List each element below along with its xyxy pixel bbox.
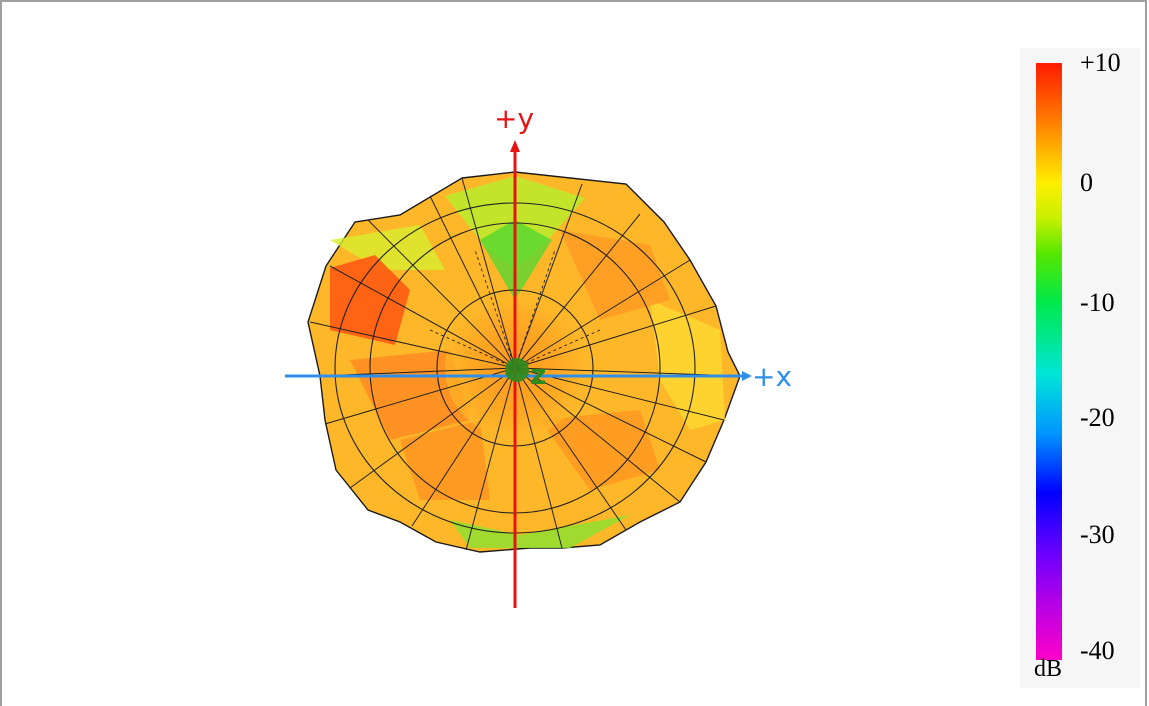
pattern-surface xyxy=(307,171,741,553)
colorbar-tick: -10 xyxy=(1080,288,1115,317)
colorbar-tick: 0 xyxy=(1080,168,1093,197)
colorbar-tick: -20 xyxy=(1080,403,1115,432)
orange-patch-left xyxy=(350,350,470,440)
yellow-patch-right xyxy=(650,300,725,430)
colorbar-unit-label: dB xyxy=(1034,656,1063,682)
colorbar-tick: -40 xyxy=(1080,636,1115,665)
z-axis-marker xyxy=(505,358,529,382)
orange-patch-lower-right xyxy=(540,410,660,490)
colorbar-tick: -30 xyxy=(1080,520,1115,549)
colorbar-tick: +10 xyxy=(1080,48,1121,77)
orange-patch-upper-right xyxy=(560,230,670,320)
yellow-patch-left-top xyxy=(330,225,445,270)
colorbar xyxy=(1036,63,1062,660)
y-axis-label: +y xyxy=(494,102,534,135)
x-axis-label: +x xyxy=(752,360,792,393)
mesh-inner-dashes xyxy=(429,249,601,369)
z-axis-label: z xyxy=(530,358,546,391)
